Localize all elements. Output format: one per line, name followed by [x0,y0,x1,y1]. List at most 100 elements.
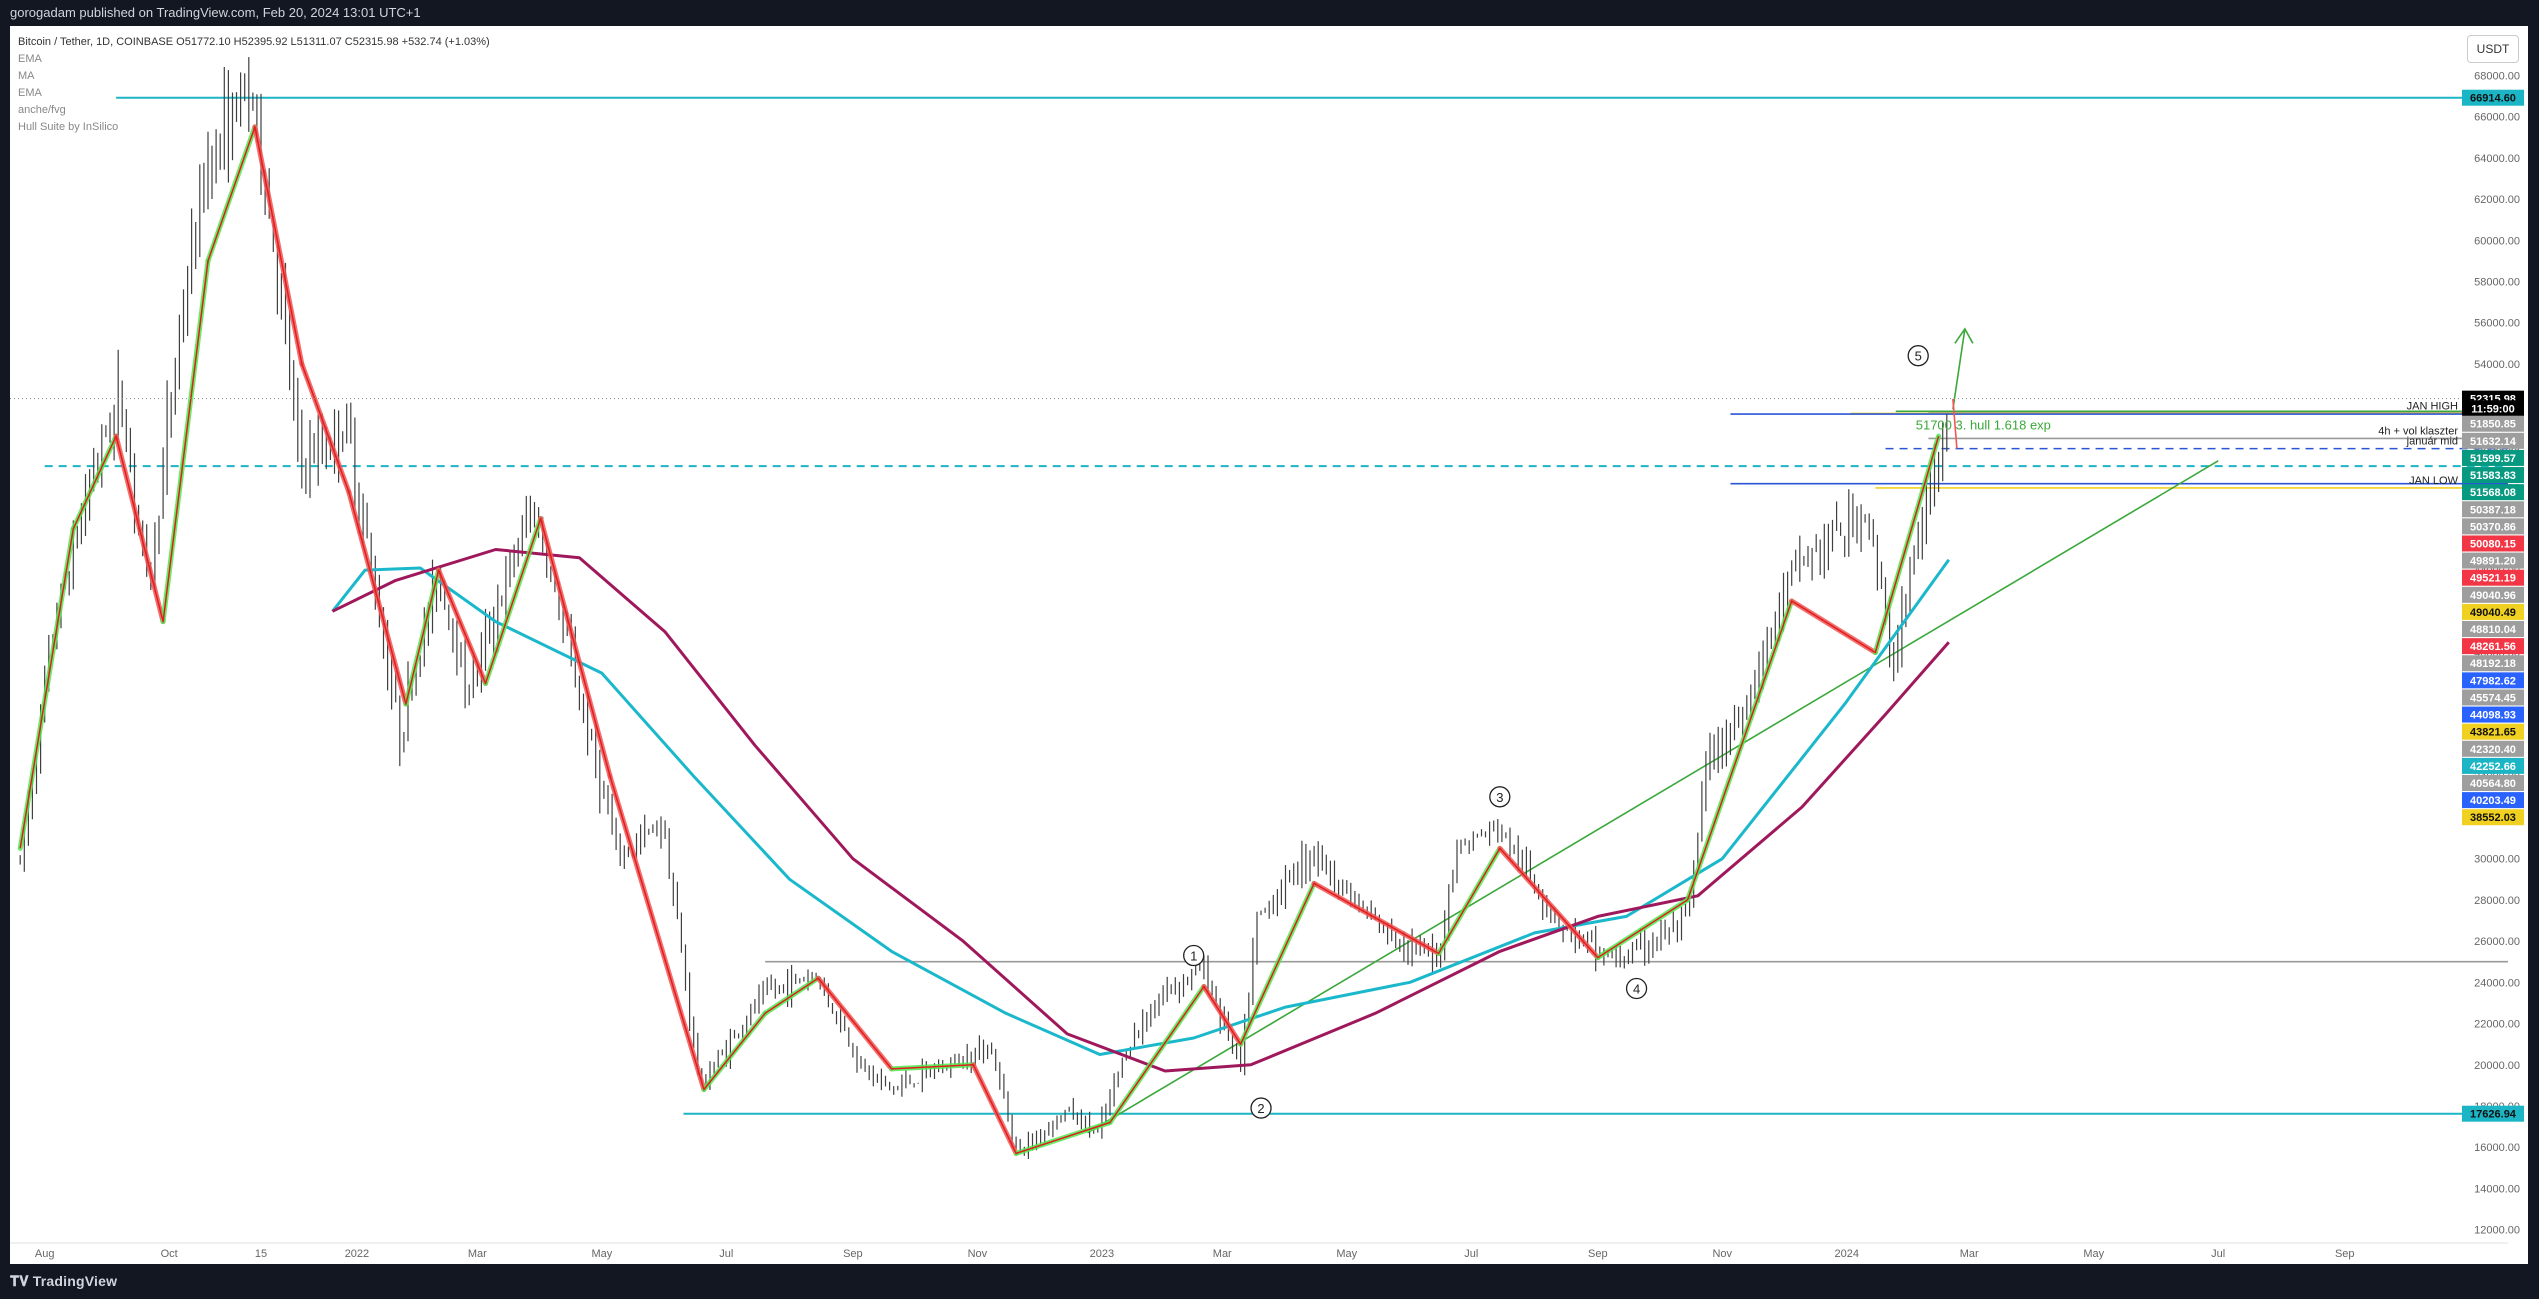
price-tag: 50080.15 [2470,538,2516,550]
price-tag: 42320.40 [2470,744,2516,756]
y-tick-label: 58000.00 [2474,276,2520,288]
level-annotation: JAN HIGH [2407,400,2458,412]
y-tick-label: 12000.00 [2474,1225,2520,1237]
wave-label: 3 [1496,790,1503,805]
price-tag: 44098.93 [2470,710,2516,722]
price-tag-bg [2462,552,2524,569]
wave-label-circle [1250,1097,1272,1119]
y-tick-label: 64000.00 [2474,153,2520,165]
legend-title-row: Bitcoin / Tether, 1D, COINBASE O51772.10… [18,34,490,51]
y-tick-label: 62000.00 [2474,194,2520,206]
footer-bar: 𝐓𝐕 TradingView [0,1264,2539,1299]
chart-frame[interactable]: 12000.0014000.0016000.0018000.0020000.00… [10,26,2528,1264]
forecast-down-arrow [1952,398,1958,449]
x-tick-label: Sep [2335,1248,2355,1260]
x-tick-label: Jul [1464,1248,1478,1260]
x-tick-label: Mar [1213,1248,1232,1260]
price-tag-bg [2462,449,2524,466]
y-tick-label: 68000.00 [2474,70,2520,82]
x-tick-label: Jul [2211,1248,2225,1260]
price-tag: 11:59:00 [2471,403,2514,415]
price-tag: 42252.66 [2470,761,2516,773]
price-tag-bg [2462,467,2524,484]
wave-label-circle [1489,786,1511,808]
tradingview-logo: 𝐓𝐕 TradingView [10,1264,117,1299]
wave-label: 4 [1633,982,1640,997]
x-tick-label: May [1336,1248,1357,1260]
x-tick-label: Nov [968,1248,988,1260]
price-tag: 40564.80 [2470,778,2516,790]
price-tag-bg [2462,415,2524,432]
wave-label-circle [1625,977,1648,1000]
y-tick-label: 28000.00 [2474,895,2520,907]
tv-logo-icon: 𝐓𝐕 [10,1273,29,1289]
x-tick-label: Mar [468,1248,487,1260]
price-tag: 49521.19 [2470,573,2516,585]
price-tag-bg [2462,603,2524,620]
price-tag-bg [2462,432,2524,449]
x-tick-label: Nov [1712,1248,1732,1260]
price-tag: 50370.86 [2470,521,2516,533]
price-chart[interactable]: 12000.0014000.0016000.0018000.0020000.00… [10,26,2528,1264]
price-tag: 49040.96 [2470,590,2516,602]
x-tick-label: Jul [719,1248,733,1260]
indicator-ema-1[interactable]: EMA [18,53,42,65]
price-tag-bg [2462,484,2524,501]
price-tag-bg [2462,655,2524,672]
price-tag: 49891.20 [2470,556,2516,568]
price-tag-bg [2462,621,2524,638]
currency-button[interactable]: USDT [2467,35,2519,63]
price-tag: 40203.49 [2470,795,2516,807]
indicator-hull-suite[interactable]: Hull Suite by InSilico [18,121,119,133]
level-price-badge: 66914.60 [2470,93,2516,105]
wave-label: 1 [1190,949,1197,964]
indicator-ema-2[interactable]: EMA [18,87,42,99]
price-tag-bg [2462,535,2524,552]
forecast-arrowhead [1954,327,1974,344]
x-tick-label: 2022 [345,1248,369,1260]
x-tick-label: May [591,1248,612,1260]
x-tick-label: Mar [1960,1248,1979,1260]
price-tag: 48810.04 [2470,624,2517,636]
x-tick-label: May [2083,1248,2104,1260]
wave-label: 5 [1915,349,1922,364]
price-tag: 48261.56 [2470,641,2516,653]
ema-fast-line [19,126,1940,1155]
y-tick-label: 26000.00 [2474,936,2520,948]
price-tag-bg [2462,792,2524,809]
level-price-badge: 17626.94 [2470,1109,2517,1121]
price-tag: 45574.45 [2470,692,2516,704]
price-tag: 43821.65 [2470,727,2516,739]
publish-info: gorogadam published on TradingView.com, … [10,5,421,20]
y-tick-label: 54000.00 [2474,359,2520,371]
brand-name: TradingView [32,1273,118,1289]
price-tag-bg [2462,689,2524,706]
indicator-ma[interactable]: MA [18,70,35,82]
price-tag: 51632.14 [2470,436,2517,448]
y-tick-label: 30000.00 [2474,854,2520,866]
x-tick-label: Oct [161,1248,178,1260]
y-tick-label: 16000.00 [2474,1142,2520,1154]
price-tag-bg [2462,723,2524,740]
y-tick-label: 20000.00 [2474,1060,2520,1072]
price-tag-bg [2462,809,2524,826]
wave-label-circle [1907,345,1929,367]
price-tag: 51599.57 [2470,453,2516,465]
indicator-anche-fvg[interactable]: anche/fvg [18,104,66,116]
price-tag-bg [2462,569,2524,586]
level-price-badge-bg [2462,1105,2524,1122]
x-tick-label: 2023 [1090,1248,1114,1260]
wave-label: 2 [1257,1101,1264,1116]
y-tick-label: 60000.00 [2474,235,2520,247]
price-tag: 48192.18 [2470,658,2516,670]
price-tag: 51583.83 [2470,470,2516,482]
symbol-title: Bitcoin / Tether, 1D, COINBASE [18,36,174,48]
y-tick-label: 24000.00 [2474,977,2520,989]
y-tick-label: 66000.00 [2474,112,2520,124]
level-annotation: január mid [2406,436,2458,448]
publish-header: gorogadam published on TradingView.com, … [0,0,2539,26]
level-annotation: 4h + vol klaszter [2378,425,2458,437]
x-tick-label: Aug [35,1248,55,1260]
price-tag-bg [2462,638,2524,655]
wave-label-circle [1183,944,1205,967]
